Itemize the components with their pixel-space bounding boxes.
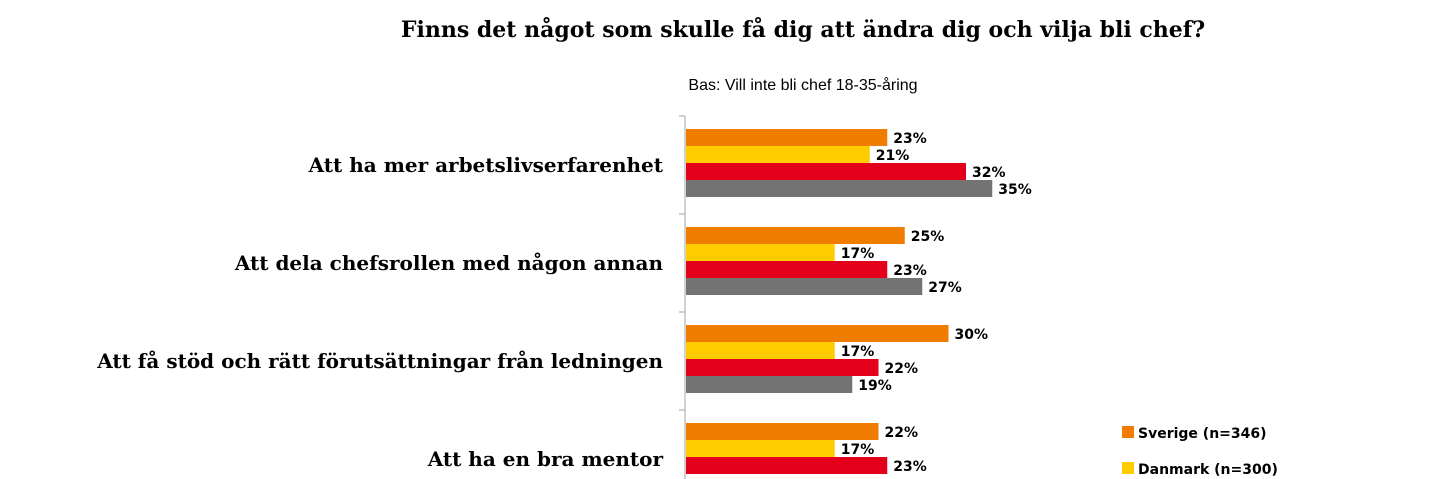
bar bbox=[686, 325, 949, 342]
bar bbox=[686, 129, 888, 146]
bar bbox=[686, 146, 870, 163]
category-label: Att få stöd och rätt förutsättningar frå… bbox=[96, 349, 663, 373]
data-label: 19% bbox=[858, 378, 892, 394]
data-label: 23% bbox=[893, 131, 927, 147]
category-labels: Att ha mer arbetslivserfarenhet Att dela … bbox=[96, 153, 664, 471]
data-label: 32% bbox=[972, 165, 1006, 181]
data-label: 17% bbox=[841, 246, 875, 262]
category-label: Att ha mer arbetslivserfarenhet bbox=[308, 153, 664, 177]
bar bbox=[686, 244, 835, 261]
legend-label: Danmark (n=300) bbox=[1138, 462, 1278, 478]
bar bbox=[686, 180, 993, 197]
bar bbox=[686, 457, 888, 474]
bar bbox=[686, 163, 966, 180]
data-label: 23% bbox=[893, 459, 927, 475]
category-label: Att dela chefsrollen med någon annan bbox=[234, 251, 664, 275]
data-label: 25% bbox=[911, 229, 945, 245]
data-label: 23% bbox=[893, 263, 927, 279]
data-label: 21% bbox=[876, 148, 910, 164]
bar bbox=[686, 423, 879, 440]
data-label: 27% bbox=[928, 280, 962, 296]
legend-label: Sverige (n=346) bbox=[1138, 426, 1267, 442]
data-label: 17% bbox=[841, 442, 875, 458]
data-label: 22% bbox=[885, 425, 919, 441]
data-label: 22% bbox=[885, 361, 919, 377]
bar bbox=[686, 359, 879, 376]
bars bbox=[686, 129, 993, 474]
data-label: 17% bbox=[841, 344, 875, 360]
bar bbox=[686, 376, 853, 393]
data-label: 30% bbox=[955, 327, 989, 343]
bar bbox=[686, 342, 835, 359]
bar bbox=[686, 440, 835, 457]
legend-swatch bbox=[1122, 462, 1134, 474]
bar bbox=[686, 227, 905, 244]
chart-title: Finns det något som skulle få dig att än… bbox=[401, 17, 1205, 43]
bar bbox=[686, 261, 888, 278]
data-label: 35% bbox=[998, 182, 1032, 198]
legend-swatch bbox=[1122, 426, 1134, 438]
data-labels: 23%21%32%35%25%17%23%27%30%17%22%19%22%1… bbox=[841, 131, 1032, 475]
category-label: Att ha en bra mentor bbox=[427, 447, 664, 471]
chart-subtitle: Bas: Vill inte bli chef 18-35-åring bbox=[688, 76, 917, 94]
legend: Sverige (n=346) Danmark (n=300) bbox=[1122, 426, 1278, 478]
bar bbox=[686, 278, 923, 295]
category-axis bbox=[679, 115, 686, 479]
